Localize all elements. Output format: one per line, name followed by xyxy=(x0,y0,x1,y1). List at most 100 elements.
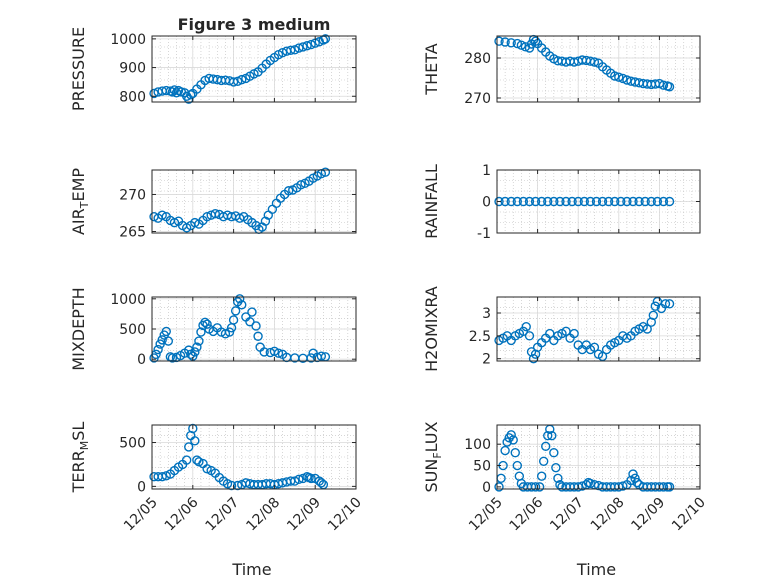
data-point xyxy=(664,82,675,92)
y-tick-label: 270 xyxy=(464,91,491,107)
data-point xyxy=(530,36,541,46)
axes-box xyxy=(151,169,357,234)
y-tick-label: 0 xyxy=(482,195,491,211)
data-point xyxy=(530,482,541,492)
data-point xyxy=(500,196,510,207)
data-point xyxy=(235,294,245,304)
y-tick-label: 1000 xyxy=(110,32,146,48)
data-point xyxy=(648,310,659,320)
data-point xyxy=(157,335,167,345)
data-point xyxy=(260,216,271,226)
axes-box xyxy=(151,35,357,103)
x-axis-label: Time xyxy=(576,560,616,579)
data-point xyxy=(306,39,316,50)
data-point xyxy=(237,300,247,310)
axes-box xyxy=(496,296,701,362)
data-point xyxy=(530,196,541,207)
data-point xyxy=(251,321,261,331)
y-tick-label: 270 xyxy=(119,187,146,203)
data-point xyxy=(298,42,308,52)
y-tick-label: 500 xyxy=(119,322,146,338)
data-point xyxy=(603,196,614,207)
data-point xyxy=(228,77,239,87)
data-point xyxy=(585,196,596,207)
data-point xyxy=(157,210,167,220)
data-point xyxy=(190,436,200,446)
data-point xyxy=(524,331,535,341)
data-point xyxy=(646,196,656,207)
data-point xyxy=(664,196,675,207)
data-point xyxy=(591,196,602,207)
y-axis-label-part: EMP xyxy=(69,168,88,202)
data-point xyxy=(277,47,288,58)
y-tick-label: 2 xyxy=(482,352,491,368)
y-tick-label: 2.5 xyxy=(469,329,491,345)
data-point xyxy=(296,180,306,190)
data-point xyxy=(510,448,520,458)
subplot-1: 280 270 THETA xyxy=(422,34,701,107)
data-point xyxy=(610,196,620,207)
data-point xyxy=(579,196,589,207)
data-point xyxy=(652,296,663,307)
y-axis-label: PRESSURE xyxy=(69,27,88,111)
data-point xyxy=(494,36,504,46)
data-point xyxy=(660,299,671,309)
y-axis-label: AIRTEMP xyxy=(69,168,91,235)
data-point xyxy=(506,38,516,48)
data-point xyxy=(632,477,642,488)
data-point xyxy=(536,471,547,481)
data-point xyxy=(163,336,174,346)
data-point xyxy=(545,328,555,339)
y-tick-label: 265 xyxy=(119,225,146,241)
y-axis-label-subscript: F xyxy=(431,452,444,458)
data-point xyxy=(573,196,583,207)
data-point xyxy=(524,196,535,207)
y-axis-label: MIXDEPTH xyxy=(69,287,88,370)
subplot-4: 1000 500 0 MIXDEPTH xyxy=(69,287,357,371)
data-point xyxy=(521,322,531,332)
data-point xyxy=(200,317,210,328)
data-point xyxy=(245,317,255,327)
figure-title: Figure 3 medium xyxy=(178,15,331,34)
data-point xyxy=(186,90,196,100)
data-point xyxy=(161,326,171,337)
data-point xyxy=(506,196,516,207)
y-tick-label: 1 xyxy=(482,163,491,179)
data-point xyxy=(652,196,663,207)
y-axis-label-part: SUN xyxy=(422,459,441,493)
data-point xyxy=(190,217,200,228)
data-point xyxy=(538,456,549,466)
y-axis-label: SUNFLUX xyxy=(422,421,444,492)
data-point xyxy=(157,472,167,482)
y-axis-label-part: LUX xyxy=(422,421,441,452)
y-axis-label-part: AIR xyxy=(69,208,88,235)
y-axis-label-part: TERR xyxy=(69,450,88,493)
y-axis-label: RAINFALL xyxy=(422,164,441,239)
data-point xyxy=(259,347,269,357)
data-point xyxy=(316,478,327,488)
data-point xyxy=(614,72,624,82)
data-point xyxy=(153,344,163,355)
subplot-3: 1 0 -1 RAINFALL xyxy=(422,163,701,242)
data-point xyxy=(294,474,304,485)
axes-box xyxy=(496,35,701,103)
y-tick-label: 280 xyxy=(464,51,491,67)
data-point xyxy=(549,448,559,458)
y-axis-label: H2OMIXRA xyxy=(422,286,441,372)
data-point xyxy=(286,45,296,56)
data-point xyxy=(534,482,545,492)
data-point xyxy=(642,324,652,334)
subplot-0: 1000 900 800 PRESSURE Figure 3 medium xyxy=(69,15,357,111)
data-point xyxy=(320,34,331,44)
data-point xyxy=(181,455,192,465)
data-point xyxy=(512,38,522,49)
data-point xyxy=(628,196,638,207)
data-point xyxy=(518,196,529,207)
data-point xyxy=(294,43,304,53)
data-point xyxy=(569,328,579,339)
y-axis-label: THETA xyxy=(422,43,441,95)
data-point xyxy=(597,351,608,362)
y-tick-label: 500 xyxy=(119,436,146,452)
